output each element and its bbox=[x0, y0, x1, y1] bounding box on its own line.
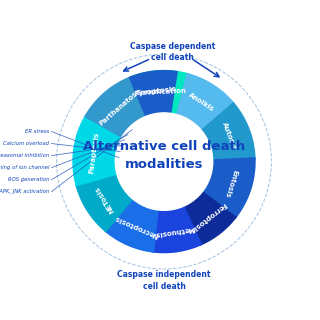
Text: Autosis: Autosis bbox=[221, 122, 238, 151]
Text: Ferroptosis: Ferroptosis bbox=[188, 201, 227, 233]
Polygon shape bbox=[152, 206, 202, 253]
Text: Calcium overload: Calcium overload bbox=[4, 141, 49, 146]
Text: Parthanatos: Parthanatos bbox=[98, 91, 138, 127]
Polygon shape bbox=[104, 198, 159, 253]
Text: Cornification: Cornification bbox=[135, 87, 187, 96]
Text: Caspase dependent
cell death: Caspase dependent cell death bbox=[130, 42, 215, 62]
Text: NETosis: NETosis bbox=[94, 185, 116, 214]
Text: Pyroptosis: Pyroptosis bbox=[134, 86, 177, 98]
Polygon shape bbox=[176, 73, 235, 131]
Text: Methuosis: Methuosis bbox=[154, 225, 195, 237]
Polygon shape bbox=[183, 191, 237, 246]
Text: Necroptosis: Necroptosis bbox=[113, 214, 159, 238]
Text: ERK, MAPK, JNK activation: ERK, MAPK, JNK activation bbox=[0, 189, 49, 194]
Polygon shape bbox=[72, 115, 122, 187]
Text: Caspase independent
cell death: Caspase independent cell death bbox=[117, 270, 211, 291]
Text: Alternative cell death
modalities: Alternative cell death modalities bbox=[83, 140, 245, 172]
Polygon shape bbox=[132, 70, 189, 116]
Text: Proteasomal inhibition: Proteasomal inhibition bbox=[0, 153, 49, 158]
Polygon shape bbox=[202, 157, 256, 219]
Polygon shape bbox=[201, 102, 256, 161]
Text: Anoikis: Anoikis bbox=[188, 92, 216, 113]
Text: Paraptosis: Paraptosis bbox=[89, 131, 100, 174]
Polygon shape bbox=[84, 76, 146, 138]
Text: ROS generation: ROS generation bbox=[8, 177, 49, 182]
Text: Opening of ion channel: Opening of ion channel bbox=[0, 165, 49, 170]
Text: Entosis: Entosis bbox=[223, 169, 238, 198]
Text: ER stress: ER stress bbox=[25, 129, 49, 134]
Circle shape bbox=[115, 113, 213, 210]
Polygon shape bbox=[75, 173, 133, 233]
Polygon shape bbox=[129, 70, 178, 117]
